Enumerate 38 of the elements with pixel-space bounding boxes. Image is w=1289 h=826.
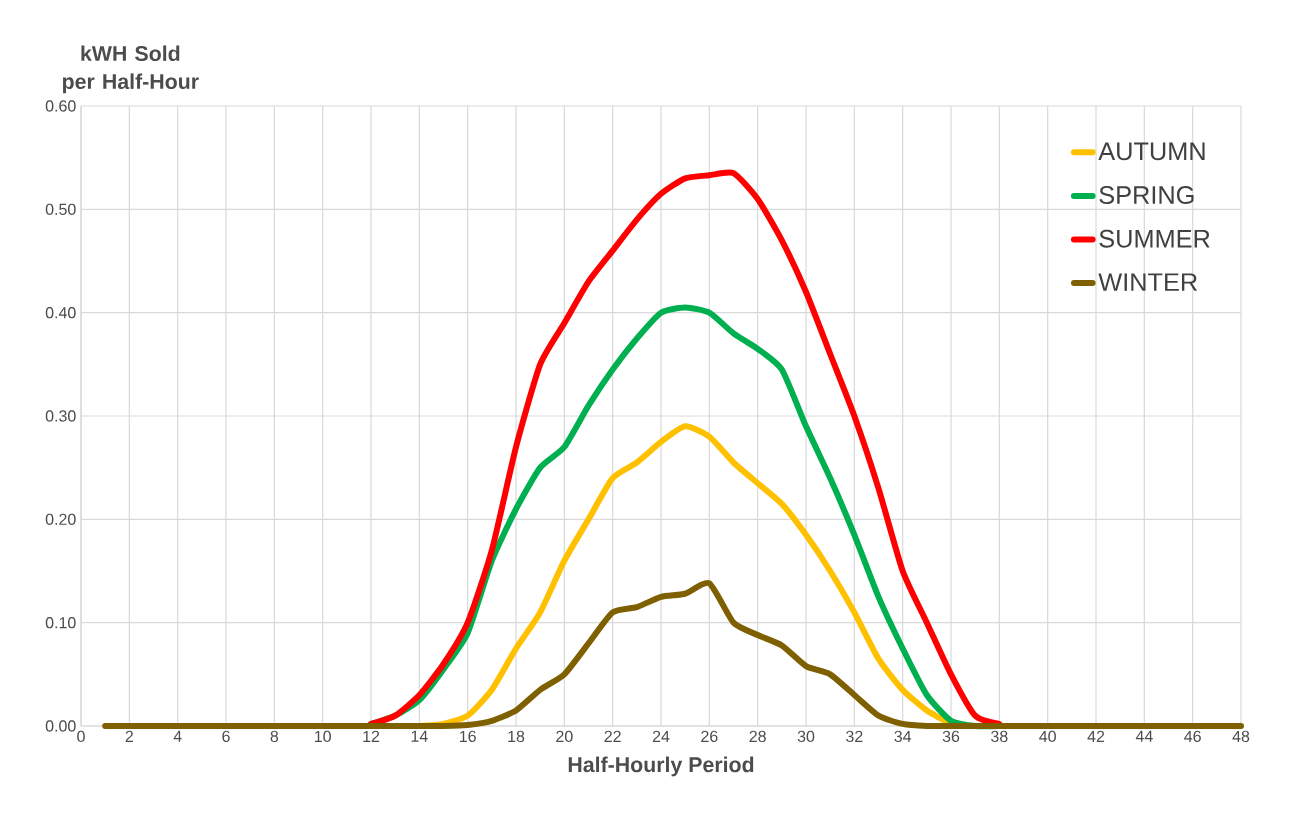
x-tick-label: 16: [459, 730, 476, 743]
x-tick-label: 4: [173, 730, 182, 742]
x-tick-label: 20: [556, 730, 573, 743]
x-tick-label: 12: [363, 730, 380, 742]
x-tick-label: 44: [1135, 730, 1153, 742]
x-tick-label: 18: [508, 730, 525, 743]
x-tick-label: 24: [652, 730, 670, 742]
x-tick-label: 22: [604, 730, 621, 742]
x-tick-label: 32: [846, 730, 863, 743]
legend-label: AUTUMN: [1098, 142, 1205, 161]
x-tick-label: 34: [894, 730, 912, 743]
legend-label: WINTER: [1098, 273, 1198, 291]
y-axis-title: kWH Sold per Half-Hour: [62, 45, 199, 94]
x-tick-label: 42: [1087, 730, 1105, 742]
x-tick-label: 40: [1039, 730, 1056, 743]
y-tick-label: 0.20: [45, 513, 76, 525]
x-axis-title: Half-Hourly Period: [568, 756, 754, 777]
y-tick-label: 0.60: [45, 100, 76, 112]
x-tick-label: 28: [749, 730, 766, 743]
y-tick-label: 0.00: [45, 720, 76, 732]
x-tick-label: 30: [797, 730, 815, 743]
x-tick-label: 38: [991, 730, 1008, 743]
x-tick-label: 26: [701, 730, 718, 743]
legend-label: SUMMER: [1099, 229, 1210, 248]
x-tick-label: 36: [942, 730, 960, 743]
x-tick-label: 8: [270, 730, 279, 743]
y-tick-label: 0.40: [45, 307, 76, 319]
x-tick-label: 46: [1184, 730, 1201, 743]
y-tick-label: 0.10: [45, 617, 76, 629]
x-tick-label: 14: [411, 730, 428, 742]
x-tick-label: 48: [1232, 730, 1250, 743]
x-tick-label: 2: [125, 730, 133, 742]
x-tick-label: 6: [222, 730, 230, 743]
legend-label: SPRING: [1099, 186, 1194, 204]
x-tick-label: 10: [314, 730, 331, 743]
y-tick-label: 0.30: [45, 410, 76, 422]
x-tick-label: 0: [77, 730, 85, 743]
y-tick-label: 0.50: [45, 203, 76, 215]
